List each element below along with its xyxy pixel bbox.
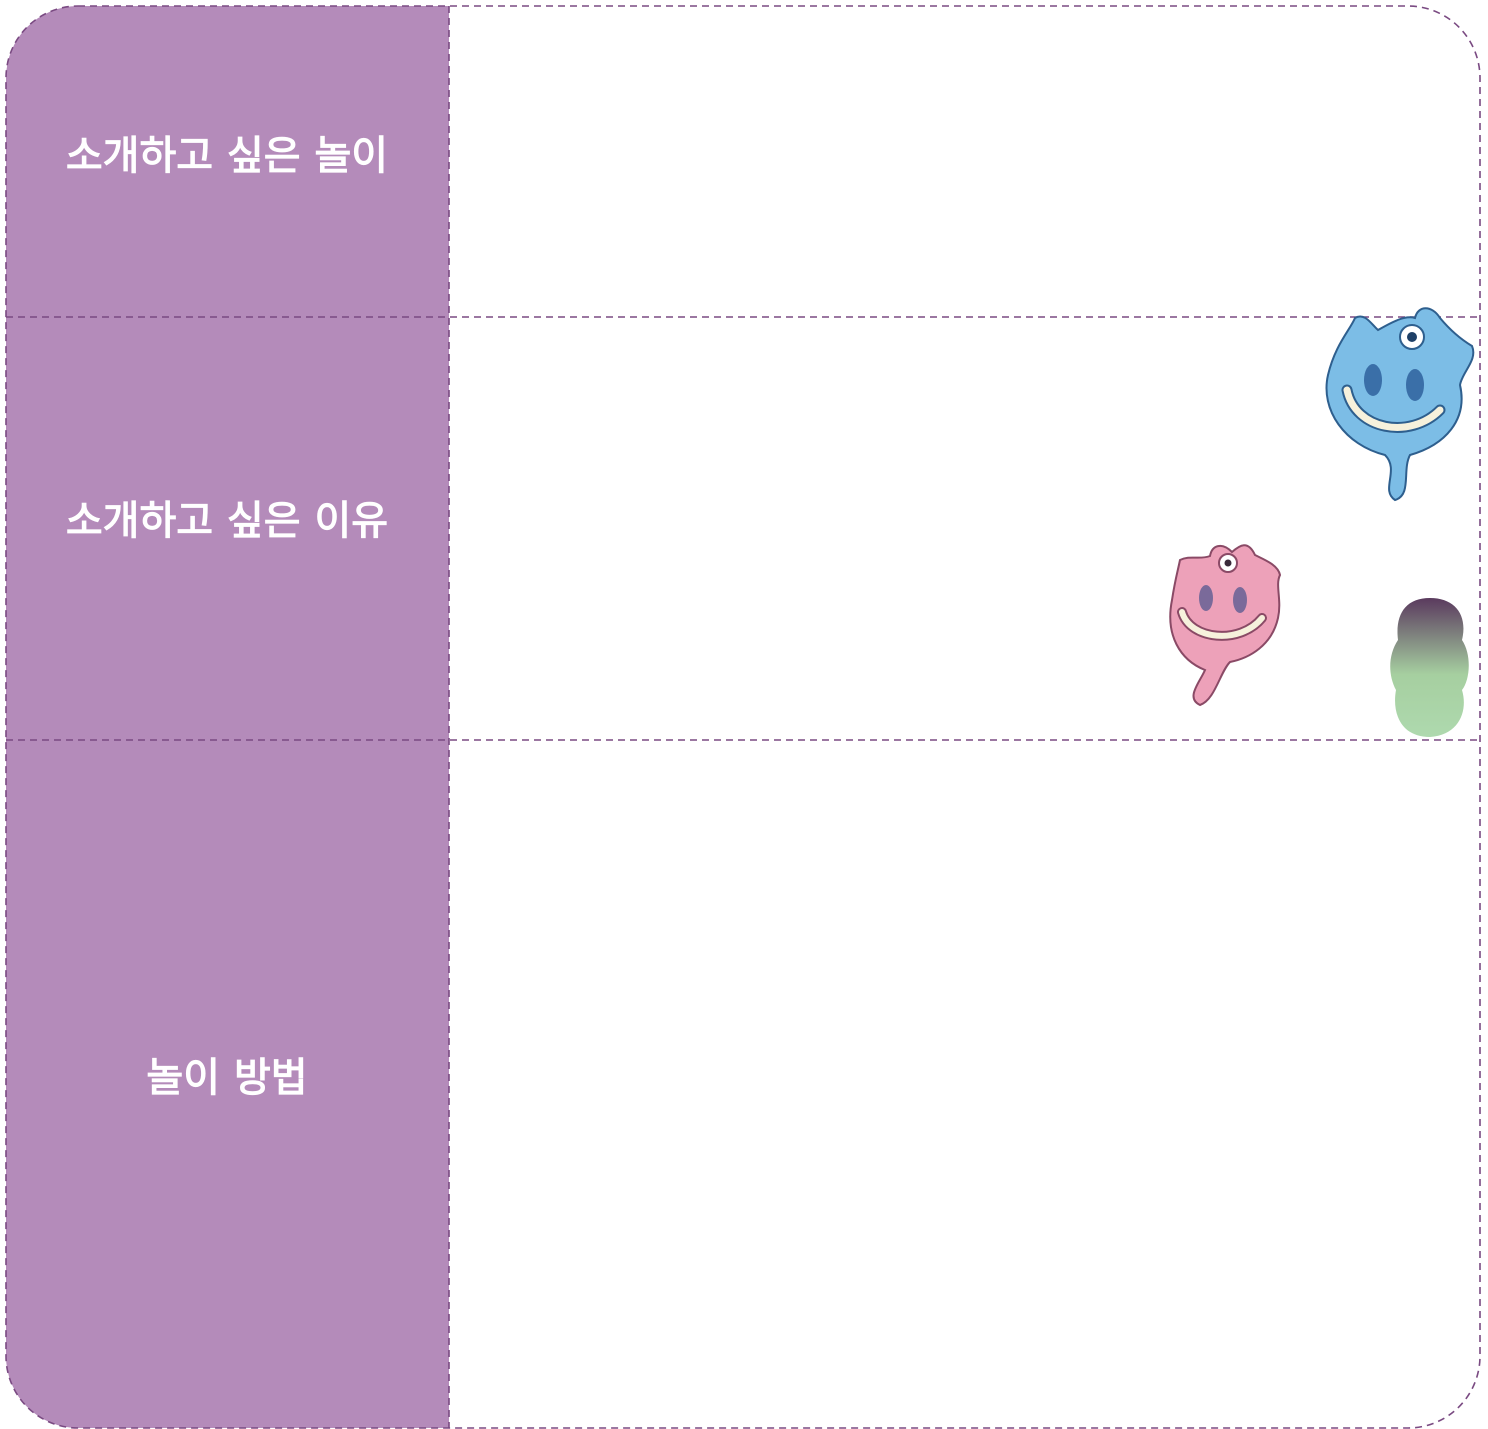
card-border — [5, 5, 1481, 1429]
card — [6, 6, 1480, 1428]
row-label: 놀이 방법 — [146, 1055, 307, 1101]
header-column — [6, 6, 449, 1428]
row-label: 소개하고 싶은 이유 — [66, 498, 388, 544]
blue-monster — [1325, 307, 1475, 502]
pink-monster — [1169, 544, 1282, 707]
green-blob — [1390, 598, 1469, 737]
row-label: 소개하고 싶은 놀이 — [66, 133, 388, 179]
